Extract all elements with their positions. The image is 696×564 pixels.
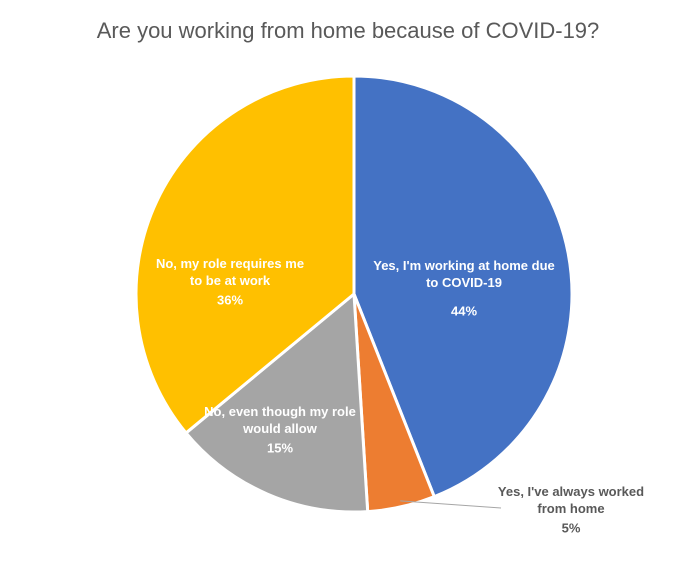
leader-line bbox=[400, 500, 502, 509]
value-label: 15% bbox=[266, 440, 294, 456]
slice-label: No, my role requires me to be at work bbox=[155, 256, 305, 288]
value-label: 36% bbox=[216, 292, 244, 308]
slice-label: No, even though my role would allow bbox=[204, 404, 356, 436]
pie-slice bbox=[183, 290, 370, 514]
pie-slice bbox=[352, 74, 574, 499]
slice-label: Yes, I've always worked from home bbox=[497, 484, 645, 516]
chart-title: Are you working from home because of COV… bbox=[96, 18, 600, 43]
pie-slice bbox=[134, 74, 356, 436]
value-label: 44% bbox=[450, 303, 478, 319]
value-label: 5% bbox=[561, 520, 581, 536]
slice-label: Yes, I'm working at home due to COVID-19 bbox=[373, 258, 555, 290]
